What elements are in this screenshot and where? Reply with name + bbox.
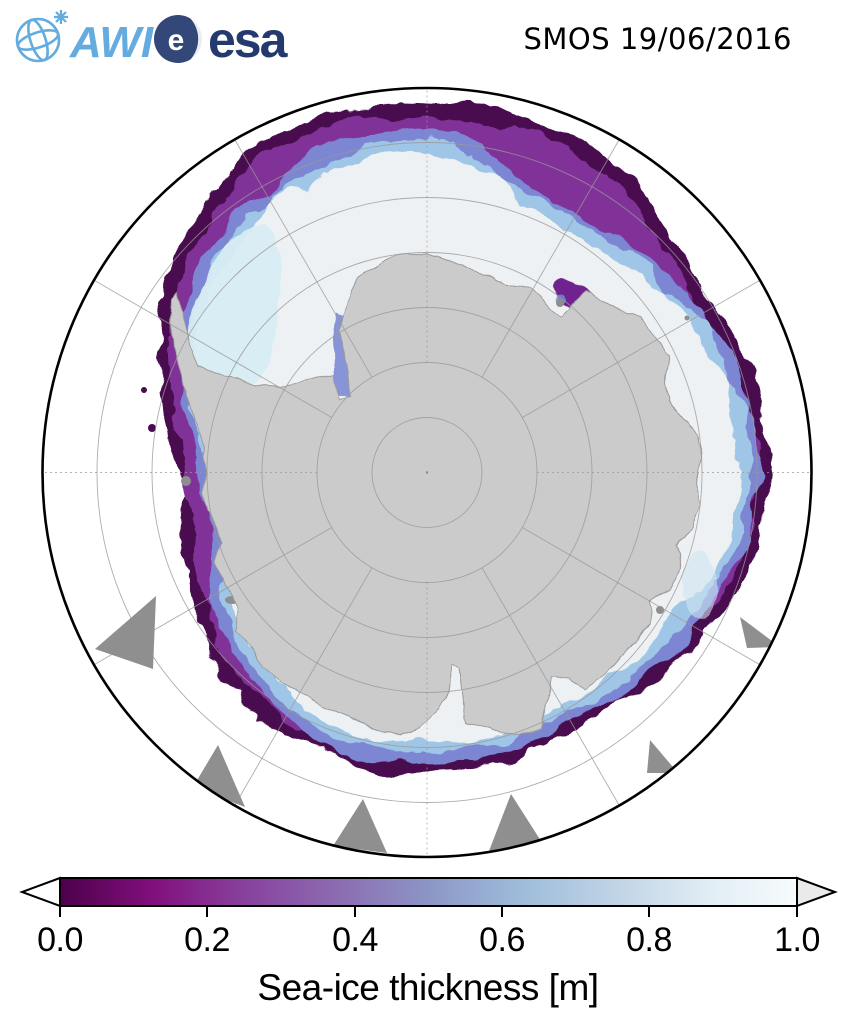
- esa-sphere-icon: e: [154, 15, 203, 63]
- colorbar-tick-label: 0.4: [332, 921, 378, 959]
- meridian-lines: [94, 139, 760, 806]
- grid-corner-artifacts: [95, 596, 780, 853]
- graticule: [43, 89, 811, 856]
- antarctica-landmass: [169, 252, 704, 736]
- awi-logo: AWI: [15, 10, 154, 67]
- esa-wordmark: esa: [208, 12, 289, 68]
- colorbar-axis-label: Sea-ice thickness [m]: [257, 967, 598, 1008]
- colorbar: 0.0 0.2 0.4 0.6 0.8 1.0 Sea-ice thicknes…: [19, 876, 838, 1008]
- esa-sphere-letter: e: [168, 24, 185, 57]
- colorbar-tick-label: 0.8: [626, 921, 672, 959]
- colorbar-tick-label: 0.2: [184, 921, 230, 959]
- colorbar-under-arrow: [19, 876, 61, 908]
- cardinal-meridians-dashed: [43, 89, 811, 856]
- colorbar-tick-label: 1.0: [774, 921, 820, 959]
- colorbar-ticks: [59, 906, 798, 917]
- awi-wordmark: AWI: [69, 18, 154, 67]
- colorbar-tick-labels: 0.0 0.2 0.4 0.6 0.8 1.0: [37, 921, 820, 959]
- weddell-pale-cyan-patch: [187, 222, 283, 416]
- colorbar-gradient-bar: [59, 877, 798, 907]
- colorbar-tick-label: 0.6: [479, 921, 525, 959]
- colorbar-over-arrow: [796, 876, 838, 908]
- map-border-circle: [41, 86, 813, 859]
- awi-star-icon: [54, 10, 68, 24]
- esa-logo: e esa: [154, 12, 291, 68]
- pole-mark: [425, 471, 429, 474]
- plot-title: SMOS 19/06/2016: [523, 22, 792, 56]
- colorbar-tick-label: 0.0: [37, 921, 83, 959]
- awi-globe-icon: [15, 17, 61, 63]
